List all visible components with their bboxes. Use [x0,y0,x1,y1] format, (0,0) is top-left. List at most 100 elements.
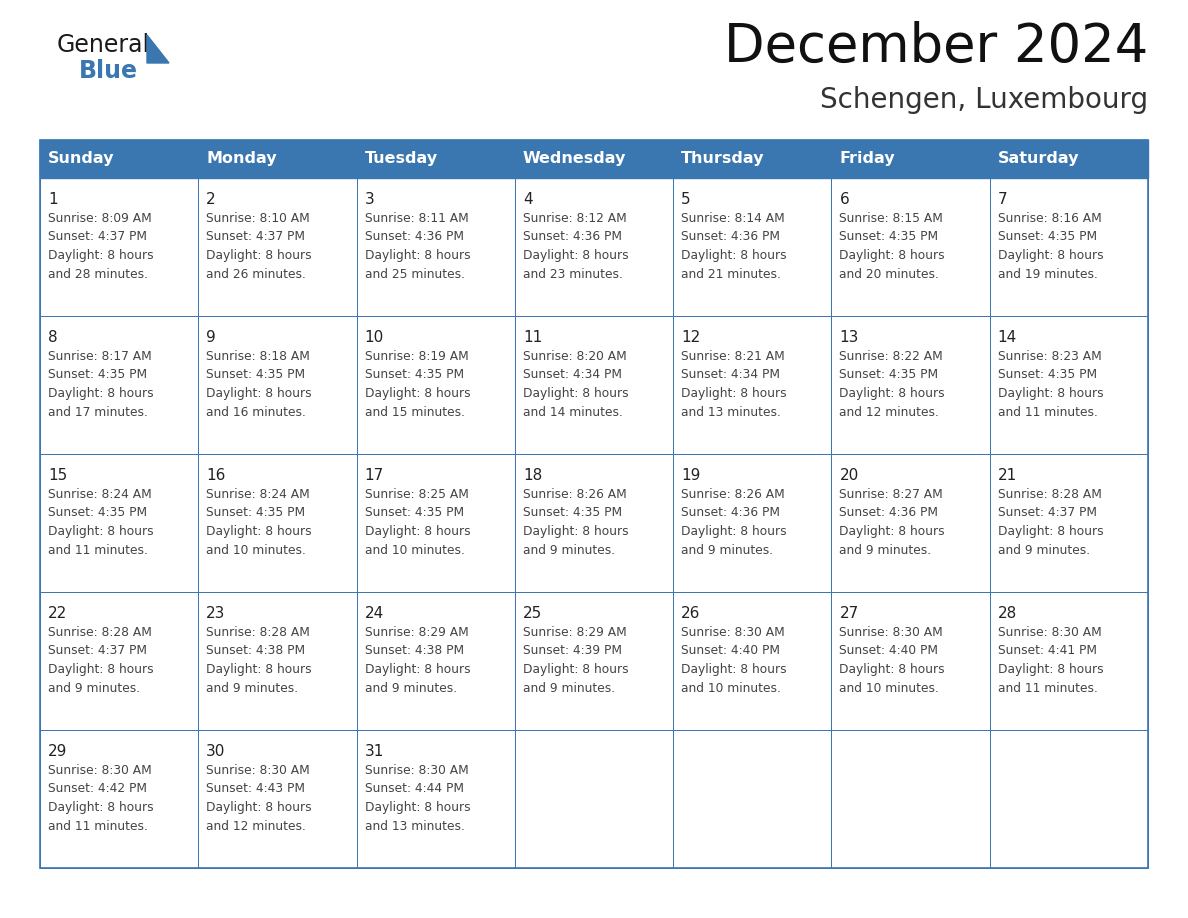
Text: Daylight: 8 hours: Daylight: 8 hours [48,387,153,400]
Text: Sunrise: 8:29 AM: Sunrise: 8:29 AM [523,626,626,639]
Text: and 9 minutes.: and 9 minutes. [523,543,615,556]
Text: and 9 minutes.: and 9 minutes. [48,681,140,695]
Text: General: General [57,33,150,57]
Text: Sunrise: 8:30 AM: Sunrise: 8:30 AM [365,764,468,777]
Text: Daylight: 8 hours: Daylight: 8 hours [48,801,153,814]
Text: 27: 27 [840,606,859,621]
Text: Daylight: 8 hours: Daylight: 8 hours [523,249,628,262]
Text: and 9 minutes.: and 9 minutes. [207,681,298,695]
Text: 20: 20 [840,468,859,483]
Text: Sunday: Sunday [48,151,114,166]
Text: Sunrise: 8:19 AM: Sunrise: 8:19 AM [365,350,468,363]
Bar [674,178,832,316]
Text: 6: 6 [840,192,849,207]
Text: 10: 10 [365,330,384,345]
Text: 25: 25 [523,606,542,621]
Text: Daylight: 8 hours: Daylight: 8 hours [48,525,153,538]
Bar [356,178,514,316]
Text: Daylight: 8 hours: Daylight: 8 hours [840,387,944,400]
Text: 24: 24 [365,606,384,621]
Bar [514,316,674,454]
Text: Sunset: 4:40 PM: Sunset: 4:40 PM [840,644,939,657]
Text: December 2024: December 2024 [723,21,1148,73]
Bar [40,140,1148,868]
Text: 3: 3 [365,192,374,207]
Text: Daylight: 8 hours: Daylight: 8 hours [998,387,1104,400]
Text: Sunset: 4:35 PM: Sunset: 4:35 PM [207,507,305,520]
Text: 23: 23 [207,606,226,621]
Bar [990,140,1148,178]
Text: Schengen, Luxembourg: Schengen, Luxembourg [820,86,1148,114]
Text: Sunset: 4:37 PM: Sunset: 4:37 PM [998,507,1097,520]
Bar [674,592,832,730]
Text: Sunrise: 8:16 AM: Sunrise: 8:16 AM [998,212,1101,225]
Text: Sunset: 4:36 PM: Sunset: 4:36 PM [365,230,463,243]
Text: Sunrise: 8:30 AM: Sunrise: 8:30 AM [998,626,1101,639]
Bar [514,140,674,178]
Text: and 21 minutes.: and 21 minutes. [681,267,781,281]
Bar [356,454,514,592]
Text: Daylight: 8 hours: Daylight: 8 hours [48,663,153,676]
Text: Sunset: 4:37 PM: Sunset: 4:37 PM [48,644,147,657]
Text: Monday: Monday [207,151,277,166]
Bar [514,592,674,730]
Text: and 12 minutes.: and 12 minutes. [840,406,940,419]
Text: 16: 16 [207,468,226,483]
Text: Sunrise: 8:28 AM: Sunrise: 8:28 AM [998,488,1101,501]
Text: and 19 minutes.: and 19 minutes. [998,267,1098,281]
Bar [514,454,674,592]
Text: Daylight: 8 hours: Daylight: 8 hours [523,663,628,676]
Text: 12: 12 [681,330,701,345]
Text: 30: 30 [207,744,226,759]
Text: and 23 minutes.: and 23 minutes. [523,267,623,281]
Text: Friday: Friday [840,151,895,166]
Text: Daylight: 8 hours: Daylight: 8 hours [523,387,628,400]
Text: Daylight: 8 hours: Daylight: 8 hours [840,249,944,262]
Bar [40,316,198,454]
Text: Sunrise: 8:28 AM: Sunrise: 8:28 AM [207,626,310,639]
Text: Blue: Blue [78,59,138,83]
Text: and 15 minutes.: and 15 minutes. [365,406,465,419]
Bar [832,730,990,868]
Text: Daylight: 8 hours: Daylight: 8 hours [207,525,312,538]
Text: Sunset: 4:37 PM: Sunset: 4:37 PM [48,230,147,243]
Text: and 9 minutes.: and 9 minutes. [998,543,1089,556]
Text: and 10 minutes.: and 10 minutes. [681,681,781,695]
Text: Sunset: 4:35 PM: Sunset: 4:35 PM [840,230,939,243]
Text: Daylight: 8 hours: Daylight: 8 hours [48,249,153,262]
Text: 29: 29 [48,744,68,759]
Text: Sunset: 4:42 PM: Sunset: 4:42 PM [48,782,147,796]
Text: and 11 minutes.: and 11 minutes. [48,543,147,556]
Text: Daylight: 8 hours: Daylight: 8 hours [365,249,470,262]
Text: Thursday: Thursday [681,151,765,166]
Text: 22: 22 [48,606,68,621]
Bar [40,454,198,592]
Text: 4: 4 [523,192,532,207]
Text: and 13 minutes.: and 13 minutes. [681,406,781,419]
Text: Sunrise: 8:10 AM: Sunrise: 8:10 AM [207,212,310,225]
Text: Sunset: 4:35 PM: Sunset: 4:35 PM [48,368,147,382]
Text: Sunrise: 8:15 AM: Sunrise: 8:15 AM [840,212,943,225]
Text: Sunrise: 8:26 AM: Sunrise: 8:26 AM [523,488,626,501]
Text: Tuesday: Tuesday [365,151,437,166]
Text: 8: 8 [48,330,58,345]
Text: Daylight: 8 hours: Daylight: 8 hours [840,663,944,676]
Bar [514,178,674,316]
Bar [832,178,990,316]
Text: Sunrise: 8:29 AM: Sunrise: 8:29 AM [365,626,468,639]
Text: 9: 9 [207,330,216,345]
Bar [990,730,1148,868]
Text: Sunset: 4:39 PM: Sunset: 4:39 PM [523,644,621,657]
Bar [198,730,356,868]
Text: and 12 minutes.: and 12 minutes. [207,820,307,833]
Text: Sunrise: 8:24 AM: Sunrise: 8:24 AM [207,488,310,501]
Text: Daylight: 8 hours: Daylight: 8 hours [365,663,470,676]
Text: Sunrise: 8:26 AM: Sunrise: 8:26 AM [681,488,785,501]
Bar [198,316,356,454]
Text: Sunrise: 8:14 AM: Sunrise: 8:14 AM [681,212,785,225]
Bar [356,592,514,730]
Bar [990,592,1148,730]
Text: Daylight: 8 hours: Daylight: 8 hours [207,249,312,262]
Bar [674,316,832,454]
Text: Sunrise: 8:17 AM: Sunrise: 8:17 AM [48,350,152,363]
